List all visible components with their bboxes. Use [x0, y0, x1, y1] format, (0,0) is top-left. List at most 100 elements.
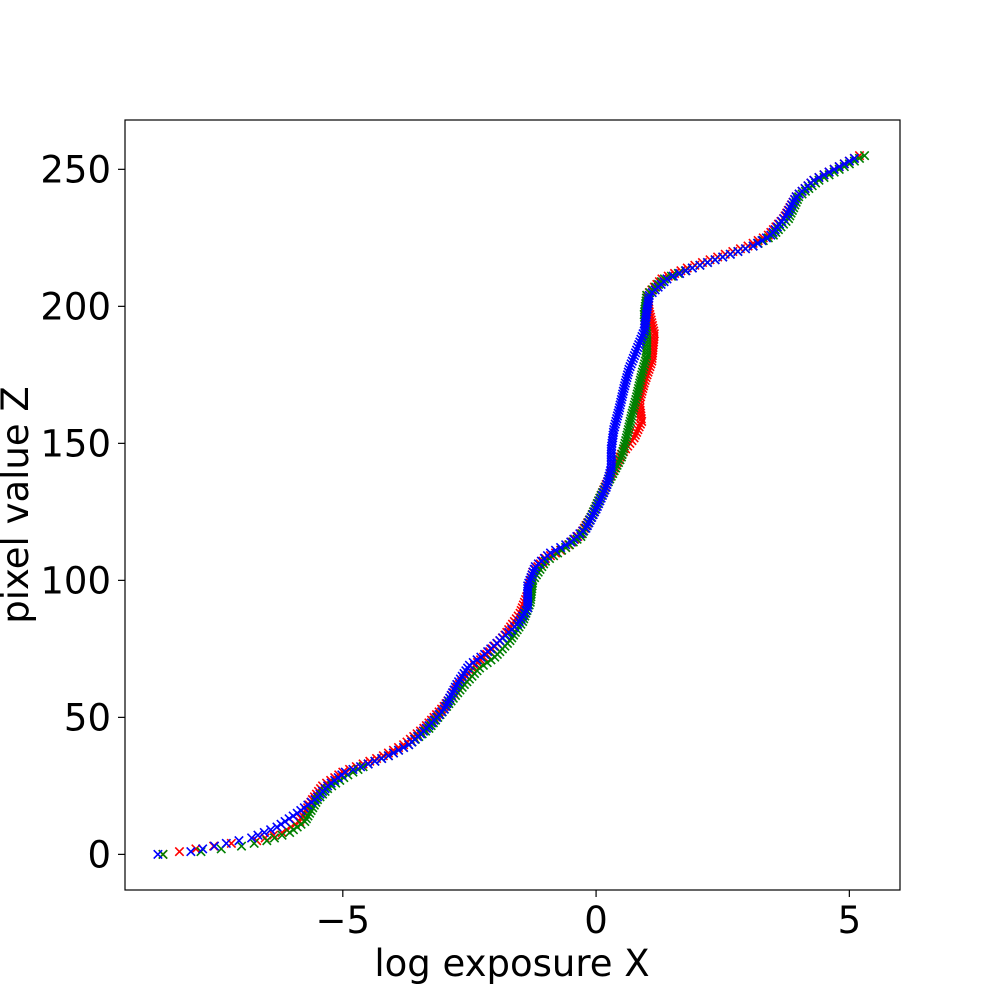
- data-point-marker: [595, 496, 605, 506]
- data-point-marker: [819, 170, 829, 180]
- data-point-marker: [623, 424, 634, 435]
- data-point-marker: [834, 161, 844, 172]
- data-point-marker: [262, 835, 272, 846]
- data-point-marker: [272, 822, 282, 832]
- data-point-marker: [593, 498, 604, 509]
- data-point-marker: [524, 600, 534, 610]
- data-point-marker: [444, 693, 455, 703]
- data-point-marker: [609, 422, 620, 432]
- data-point-marker: [447, 687, 458, 698]
- data-point-marker: [616, 394, 627, 405]
- data-point-marker: [619, 383, 629, 394]
- data-point-marker: [613, 408, 623, 418]
- data-point-marker: [358, 761, 368, 772]
- data-point-marker: [597, 490, 608, 501]
- data-point-marker: [610, 419, 621, 429]
- data-point-marker: [614, 405, 624, 416]
- data-point-marker: [209, 841, 220, 851]
- data-point-marker: [695, 260, 705, 270]
- data-point-marker: [782, 208, 793, 218]
- data-point-marker: [640, 356, 651, 366]
- data-point-marker: [632, 389, 642, 399]
- data-point-marker: [622, 430, 632, 440]
- data-point-marker: [186, 846, 196, 857]
- data-point-marker: [355, 761, 366, 772]
- data-point-marker: [383, 750, 394, 761]
- data-point-marker: [636, 334, 646, 344]
- data-point-marker: [634, 422, 644, 432]
- data-point-marker: [625, 361, 635, 372]
- data-point-marker: [637, 331, 647, 342]
- data-point-marker: [301, 813, 312, 824]
- data-point-marker: [540, 556, 551, 566]
- data-point-marker: [757, 235, 767, 246]
- data-point-marker: [662, 274, 672, 284]
- data-point-marker: [288, 811, 298, 821]
- data-point-marker: [628, 353, 639, 364]
- data-point-marker: [620, 438, 630, 449]
- data-point-marker: [306, 805, 316, 816]
- data-point-marker: [633, 386, 643, 397]
- data-point-marker: [635, 375, 646, 386]
- data-point-marker: [616, 397, 626, 408]
- data-point-marker: [630, 348, 641, 358]
- data-point-marker: [639, 361, 649, 372]
- data-point-marker: [717, 252, 728, 262]
- data-point-marker: [605, 468, 615, 479]
- data-point-marker: [620, 435, 631, 446]
- data-point-marker: [634, 339, 644, 350]
- data-point-marker: [550, 545, 561, 555]
- data-point-marker: [525, 575, 535, 586]
- data-point-marker: [644, 293, 654, 303]
- data-point-marker: [636, 370, 647, 380]
- data-point-marker: [628, 402, 639, 413]
- data-point-marker: [560, 539, 571, 550]
- data-point-marker: [781, 211, 791, 221]
- y-tick-label: 100: [40, 559, 111, 602]
- data-point-marker: [638, 328, 648, 339]
- data-point-marker: [440, 701, 451, 712]
- data-point-marker: [635, 378, 645, 388]
- data-point-marker: [277, 830, 287, 840]
- data-point-marker: [592, 501, 603, 512]
- data-point-marker: [814, 172, 824, 183]
- plot-frame: [124, 119, 901, 891]
- data-point-marker: [265, 824, 276, 835]
- data-point-marker: [393, 745, 404, 756]
- data-point-marker: [631, 427, 642, 438]
- data-point-marker: [639, 359, 650, 369]
- data-point-marker: [443, 696, 454, 706]
- data-point-marker: [584, 518, 594, 528]
- data-point-marker: [617, 389, 628, 399]
- data-point-marker: [613, 457, 624, 468]
- data-point-marker: [326, 781, 337, 791]
- data-point-marker: [280, 816, 290, 827]
- data-point-marker: [614, 402, 625, 413]
- data-point-marker: [588, 509, 598, 520]
- data-point-marker: [268, 830, 279, 840]
- data-point-marker: [636, 372, 646, 383]
- data-point-marker: [363, 759, 373, 769]
- data-point-marker: [555, 542, 566, 553]
- data-point-marker: [617, 391, 627, 402]
- data-point-marker: [591, 504, 601, 514]
- data-point-marker: [600, 485, 610, 495]
- data-point-marker: [637, 367, 648, 377]
- data-point-marker: [388, 748, 399, 758]
- data-point-marker: [596, 493, 606, 503]
- data-point-marker: [153, 849, 163, 860]
- data-point-marker: [784, 205, 794, 216]
- data-point-marker: [586, 512, 597, 523]
- data-point-marker: [788, 197, 799, 207]
- data-point-marker: [581, 523, 591, 534]
- x-axis-label: log exposure X: [374, 942, 649, 985]
- series-0-markers: [158, 150, 865, 860]
- data-point-marker: [527, 570, 537, 580]
- data-point-marker: [522, 581, 533, 591]
- y-tick-label: 0: [87, 833, 111, 876]
- data-point-marker: [615, 455, 625, 465]
- data-point-marker: [740, 244, 751, 254]
- data-point-marker: [197, 844, 208, 854]
- data-point-marker: [598, 487, 609, 498]
- data-point-marker: [809, 175, 819, 186]
